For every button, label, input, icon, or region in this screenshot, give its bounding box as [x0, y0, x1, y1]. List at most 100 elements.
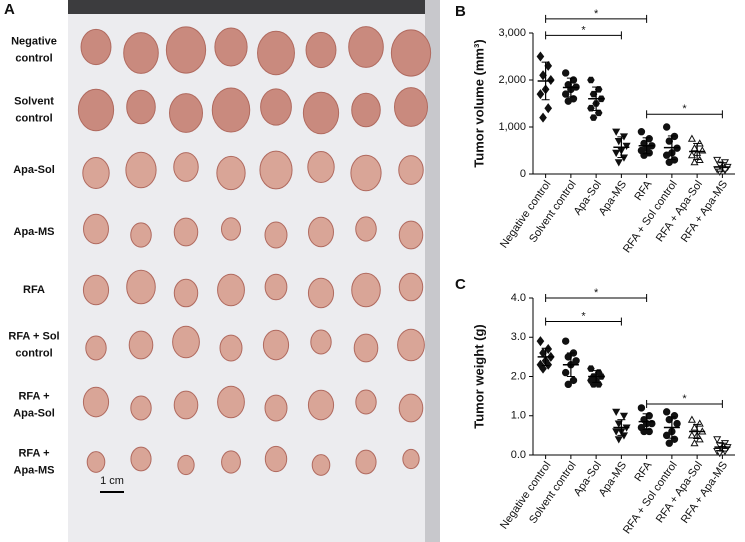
panel-label: C: [455, 276, 466, 293]
tumor: [86, 451, 106, 473]
tumor: [259, 150, 293, 190]
data-point: [715, 442, 724, 450]
data-point: [665, 137, 673, 145]
tumor: [398, 272, 424, 302]
tumor: [82, 274, 110, 306]
data-point: [637, 404, 646, 412]
tumor: [348, 26, 384, 68]
tumor: [168, 93, 204, 133]
data-point: [662, 408, 671, 416]
row-label: RFA +: [18, 447, 49, 459]
data-point: [536, 336, 545, 347]
tumor: [351, 272, 381, 308]
data-point: [614, 138, 623, 146]
y-tick-label: 0: [520, 168, 526, 180]
tumor: [82, 156, 110, 190]
y-axis-title: Tumor weight (g): [471, 324, 486, 428]
data-point: [536, 89, 545, 100]
tumor: [125, 151, 157, 189]
y-tick-label: 1,000: [498, 121, 526, 133]
data-point: [673, 419, 681, 428]
y-tick-label: 0.0: [511, 449, 526, 461]
row-label: Apa-MS: [14, 464, 55, 476]
tumor: [351, 92, 381, 128]
tumor: [216, 155, 246, 191]
y-tick-label: 2.0: [511, 370, 526, 382]
tumor: [214, 27, 248, 67]
data-point: [564, 97, 572, 105]
tumor: [307, 277, 335, 309]
data-point: [687, 134, 696, 142]
tumor: [85, 335, 107, 361]
tumor: [355, 216, 377, 242]
tumor: [165, 26, 207, 74]
tumor: [173, 152, 199, 182]
tumor: [173, 217, 199, 247]
panel-label: B: [455, 3, 466, 20]
tumor: [173, 278, 199, 308]
data-point: [561, 368, 570, 377]
data-point: [614, 159, 623, 167]
x-tick-label: RFA: [632, 178, 654, 203]
row-label: Apa-Sol: [13, 407, 55, 419]
data-point: [564, 353, 572, 361]
tumor: [355, 389, 377, 415]
tumor: [77, 88, 115, 132]
tumor: [221, 450, 241, 474]
row-label: control: [15, 112, 52, 124]
data-point: [536, 51, 545, 62]
tumor: [217, 273, 245, 307]
row-label: control: [15, 347, 52, 359]
y-tick-label: 3,000: [498, 27, 526, 39]
tumor: [264, 273, 288, 301]
tumor: [123, 32, 159, 74]
data-point: [687, 415, 696, 423]
tumor: [172, 325, 200, 359]
tumor: [398, 393, 424, 423]
data-point: [561, 69, 570, 77]
tumor: [264, 221, 288, 249]
data-point: [715, 168, 724, 176]
tumor: [398, 220, 424, 250]
y-tick-label: 2,000: [498, 74, 526, 86]
significance-label: *: [581, 310, 586, 322]
tumor: [126, 269, 156, 305]
significance-label: *: [581, 24, 586, 36]
y-tick-label: 3.0: [511, 331, 526, 343]
row-label: RFA + Sol: [8, 330, 59, 342]
significance-label: *: [682, 393, 687, 405]
tumor: [307, 150, 335, 184]
tumor: [262, 329, 290, 361]
data-point: [622, 142, 631, 151]
data-point: [589, 381, 598, 388]
data-point: [637, 128, 646, 136]
tumor: [310, 329, 332, 355]
tumor: [130, 395, 152, 421]
tumor: [355, 449, 377, 475]
significance-label: *: [594, 8, 599, 20]
tumor: [130, 222, 152, 248]
tumor: [302, 91, 340, 135]
data-point: [544, 103, 553, 114]
data-point: [713, 156, 722, 165]
tumor: [398, 155, 424, 185]
tumor: [128, 330, 154, 360]
row-label: RFA: [23, 284, 45, 296]
scale-bar-label: 1 cm: [100, 475, 124, 487]
panel-label: A: [4, 1, 15, 18]
tumor: [353, 333, 379, 363]
tumor: [264, 394, 288, 422]
data-point: [619, 412, 629, 420]
tumor: [311, 454, 331, 476]
data-point: [614, 436, 623, 444]
data-point: [544, 343, 553, 355]
tumor: [83, 213, 109, 245]
data-point: [662, 123, 671, 131]
y-tick-label: 4.0: [511, 292, 526, 304]
tumor: [350, 154, 382, 192]
data-point: [587, 365, 595, 372]
data-point: [614, 420, 623, 428]
photo-shadow: [425, 0, 440, 542]
tumor: [402, 448, 420, 470]
